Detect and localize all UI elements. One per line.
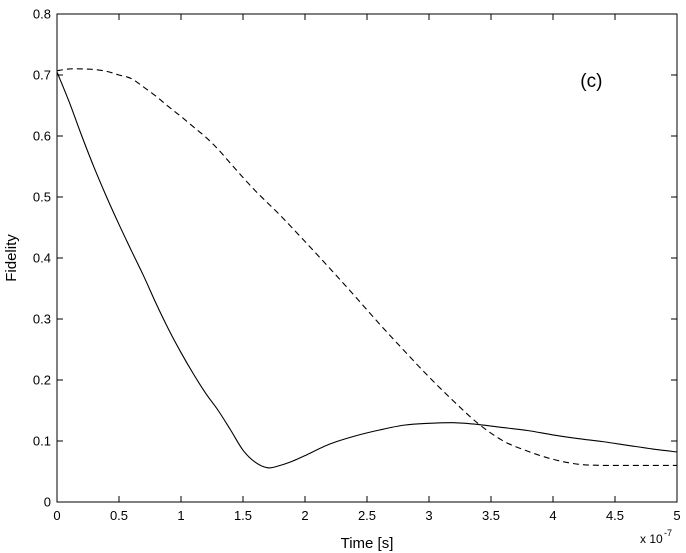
x-axis-multiplier-base: x 10 [640,532,663,546]
y-tick-label: 0.8 [33,7,51,22]
y-axis-title: Fidelity [3,234,20,282]
y-tick-label: 0.4 [33,251,51,266]
y-tick-label: 0.6 [33,129,51,144]
series-line-solid [56,71,678,469]
ticks-layer: 0 0.5 1 1.5 2 2.5 3 3.5 4 4.5 5 0 0.1 0.2 0.3 0.4 0.5 0.6… [33,7,681,524]
x-tick-label: 2 [301,508,308,523]
x-axis-multiplier-exponent: -7 [664,528,672,538]
y-tick-label: 0.5 [33,190,51,205]
x-tick-label: 4.5 [606,508,624,523]
y-tick-label: 0.7 [33,68,51,83]
panel-label: (c) [580,71,602,92]
x-tick-label: 5 [673,508,680,523]
x-tick-label: 0.5 [110,508,128,523]
x-axis-title: Time [s] [341,535,394,552]
y-tick-label: 0 [44,495,51,510]
series-layer [56,68,678,469]
x-tick-label: 0 [53,508,60,523]
series-line-dashed [56,68,677,467]
x-tick-label: 3 [425,508,432,523]
x-tick-label: 4 [549,508,556,523]
x-tick-label: 3.5 [482,508,500,523]
x-tick-label: 2.5 [358,508,376,523]
y-tick-label: 0.3 [33,312,51,327]
x-tick-label: 1 [177,508,184,523]
y-tick-label: 0.2 [33,373,51,388]
x-tick-label: 1.5 [234,508,252,523]
y-tick-label: 0.1 [33,434,51,449]
